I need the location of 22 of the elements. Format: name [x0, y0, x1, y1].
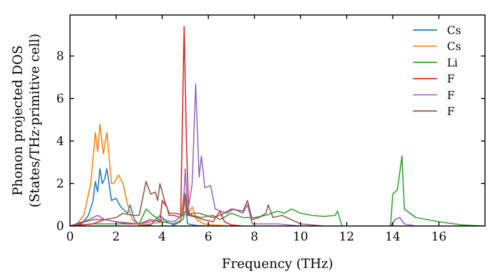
- x-tick-label: 0: [66, 230, 74, 244]
- y-tick-label: 4: [56, 134, 64, 148]
- y-tick-label: 0: [56, 218, 64, 233]
- legend-label: Cs: [447, 24, 462, 37]
- x-tick-label: 8: [250, 230, 258, 244]
- x-tick-label: 10: [292, 230, 308, 244]
- legend-label: F: [447, 105, 455, 118]
- legend-label: Li: [447, 56, 458, 70]
- y-tick-label: 8: [56, 48, 64, 63]
- x-tick-label: 6: [204, 230, 212, 244]
- x-tick-label: 12: [339, 230, 354, 244]
- x-tick-label: 2: [112, 230, 120, 244]
- x-tick-label: 14: [385, 230, 401, 244]
- x-tick-label: 16: [431, 230, 447, 244]
- x-tick-label: 4: [158, 230, 166, 244]
- y-axis-title: Phonon projected DOS (States/THz·primitive cell): [11, 33, 43, 208]
- y-tick-label: 6: [56, 91, 64, 106]
- legend-label: F: [447, 72, 455, 86]
- x-axis-title: Frequency (THz): [222, 257, 334, 272]
- y-tick-label: 2: [56, 176, 64, 190]
- legend-label: F: [447, 88, 455, 102]
- legend-label: Cs: [447, 40, 462, 54]
